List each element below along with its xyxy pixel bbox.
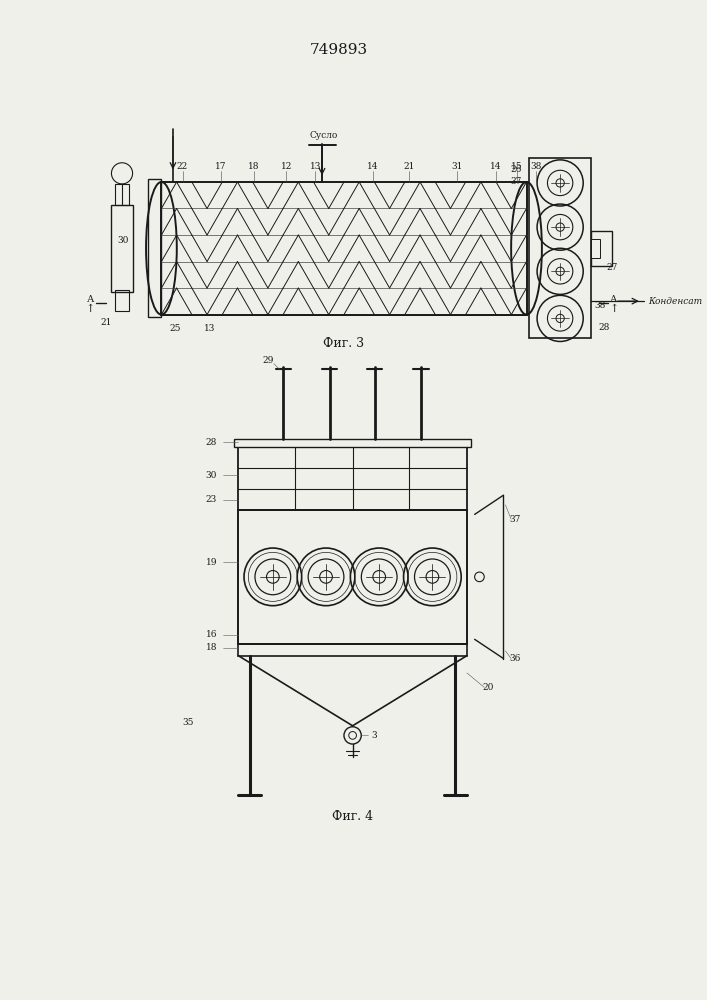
- Bar: [235, 439, 471, 447]
- Bar: [148, 179, 161, 317]
- Ellipse shape: [511, 182, 542, 315]
- Text: 31: 31: [452, 162, 463, 171]
- Text: 13: 13: [310, 162, 321, 171]
- Text: Фиг. 4: Фиг. 4: [332, 810, 373, 823]
- Text: 38: 38: [530, 162, 542, 171]
- Text: 18: 18: [206, 643, 217, 652]
- Text: 35: 35: [182, 718, 194, 727]
- Bar: [591, 231, 612, 266]
- Bar: [591, 239, 600, 258]
- Bar: [112, 205, 133, 292]
- Text: А: А: [610, 295, 618, 304]
- Bar: [115, 184, 129, 205]
- Bar: [238, 644, 467, 656]
- Text: 36: 36: [509, 654, 520, 663]
- Text: ↑: ↑: [86, 304, 95, 314]
- Text: 28: 28: [206, 438, 217, 447]
- Text: 26: 26: [510, 165, 522, 174]
- Text: Фиг. 3: Фиг. 3: [323, 337, 365, 350]
- Text: 749893: 749893: [310, 43, 368, 57]
- Text: 37: 37: [510, 177, 522, 186]
- Bar: [238, 447, 467, 510]
- Text: 27: 27: [607, 263, 618, 272]
- Text: 3: 3: [371, 731, 377, 740]
- Text: 16: 16: [206, 630, 217, 639]
- Text: 29: 29: [262, 356, 274, 365]
- Text: А: А: [87, 295, 94, 304]
- Text: 20: 20: [482, 683, 493, 692]
- Bar: [238, 510, 467, 644]
- Text: 17: 17: [215, 162, 227, 171]
- Text: 25: 25: [169, 324, 180, 333]
- Text: 13: 13: [204, 324, 215, 333]
- Text: 28: 28: [599, 323, 610, 332]
- Text: 18: 18: [248, 162, 259, 171]
- Text: 22: 22: [177, 162, 188, 171]
- Text: Сусло: Сусло: [310, 131, 338, 140]
- Text: Конденсат: Конденсат: [648, 297, 703, 306]
- Text: 19: 19: [206, 558, 217, 567]
- Bar: [115, 290, 129, 311]
- Text: 38: 38: [595, 301, 606, 310]
- Text: 15: 15: [511, 162, 522, 171]
- Bar: [530, 158, 591, 338]
- Text: 21: 21: [404, 162, 415, 171]
- Text: 12: 12: [281, 162, 292, 171]
- Text: 21: 21: [100, 318, 112, 327]
- Text: 30: 30: [206, 471, 217, 480]
- Text: 37: 37: [509, 515, 520, 524]
- Text: 30: 30: [117, 236, 129, 245]
- Text: 14: 14: [367, 162, 378, 171]
- Text: 23: 23: [206, 495, 217, 504]
- Ellipse shape: [146, 182, 177, 315]
- Text: 14: 14: [490, 162, 501, 171]
- Text: ↑: ↑: [609, 304, 619, 314]
